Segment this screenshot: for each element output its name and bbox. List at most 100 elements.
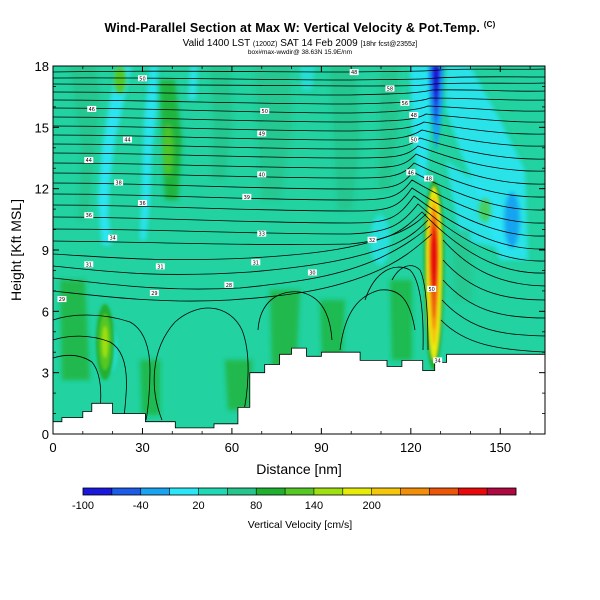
colorbar-swatch xyxy=(169,488,199,495)
contour-label-bg xyxy=(87,105,97,112)
contour-labels: 29 29 28 31 31 31 30 32 34 33 36 36 39 38 44 40 46 48 44 49… xyxy=(57,69,443,364)
y-tick-label: 15 xyxy=(35,120,49,135)
contour-label: 34 xyxy=(109,236,115,242)
y-tick-label: 12 xyxy=(35,182,49,197)
updraft-band xyxy=(225,360,252,410)
isentrope xyxy=(53,137,545,160)
downdraft-band xyxy=(98,66,132,245)
updraft-band xyxy=(320,300,345,360)
contour-label: 48 xyxy=(426,176,432,182)
y-tick-label: 3 xyxy=(42,366,49,381)
isentrope xyxy=(53,354,102,411)
colorbar-swatch xyxy=(429,488,459,495)
isentrope xyxy=(53,171,545,211)
contour-label: 31 xyxy=(86,262,92,268)
isentrope xyxy=(442,279,545,319)
colorbar-swatch xyxy=(140,488,170,495)
contour-label-bg xyxy=(257,130,267,137)
contour-label-bg xyxy=(307,269,317,276)
contour-label: 39 xyxy=(244,195,250,201)
isentrope xyxy=(53,89,545,96)
x-tick-label: 120 xyxy=(400,440,422,455)
updraft-band xyxy=(255,66,292,200)
y-axis-label: Height [Kft MSL] xyxy=(8,199,24,301)
x-tick-label: 90 xyxy=(314,440,328,455)
downdraft-core xyxy=(428,66,444,150)
contour-label-bg xyxy=(367,236,377,243)
contour-label: 36 xyxy=(86,213,92,219)
valid-time-date: SAT 14 Feb 2009 xyxy=(280,38,358,49)
valid-time-utc: (1200Z) xyxy=(252,41,278,48)
downdraft-band xyxy=(446,160,510,250)
contour-label-bg xyxy=(155,263,165,270)
contour-label-bg xyxy=(137,199,147,206)
contour-label-bg xyxy=(123,136,133,143)
updraft-band xyxy=(60,280,90,380)
colorbar-swatch xyxy=(83,488,113,495)
contour-label-bg xyxy=(57,296,67,303)
isentrope xyxy=(53,145,545,172)
isentrope xyxy=(53,187,545,237)
contour-label-bg xyxy=(114,179,124,186)
contour-label: 30 xyxy=(309,270,315,276)
contour-label-bg xyxy=(406,169,416,176)
contour-label: 31 xyxy=(253,260,259,266)
downdraft-patch xyxy=(504,192,520,248)
isentrope xyxy=(53,129,545,147)
updraft-band xyxy=(452,230,472,300)
footnote: box#max-wwdir@ 38.63N 15.9E/nm xyxy=(247,49,353,56)
isentrope xyxy=(53,76,545,81)
colorbar-tick-label: -100 xyxy=(72,500,94,512)
contour-label: 48 xyxy=(411,113,417,119)
valid-time-line: Valid 1400 LST (1200Z) SAT 14 Feb 2009 [… xyxy=(0,38,600,49)
chart-title: Wind-Parallel Section at Max W: Vertical… xyxy=(0,20,600,35)
colorbar-swatch xyxy=(198,488,228,495)
colorbar-swatch xyxy=(227,488,257,495)
colorbar-swatch xyxy=(313,488,344,495)
y-tick-label: 0 xyxy=(42,427,49,442)
contour-label-bg xyxy=(257,171,267,178)
isentrope xyxy=(53,203,545,262)
contour-label-bg xyxy=(433,357,443,364)
colorbar-swatch xyxy=(487,488,517,495)
isentrope xyxy=(53,219,429,275)
contour-label: 48 xyxy=(351,70,357,76)
contour-label: 29 xyxy=(151,291,157,297)
isentrope xyxy=(440,319,545,353)
contour-label-bg xyxy=(84,261,94,268)
colorbar-frame xyxy=(82,487,517,496)
contour-label-bg xyxy=(224,281,234,288)
isentrope xyxy=(441,299,545,337)
contour-label: 50 xyxy=(139,76,145,82)
contour-label-bg xyxy=(242,193,252,200)
contour-label: 44 xyxy=(86,158,92,164)
contour-label-bg xyxy=(257,230,267,237)
contour-label: 58 xyxy=(387,86,393,92)
updraft-patch xyxy=(163,124,173,176)
colorbar-swatch xyxy=(111,488,142,495)
colorbar-label: Vertical Velocity [cm/s] xyxy=(248,519,353,531)
contour-label-bg xyxy=(251,259,261,266)
isentrope xyxy=(53,121,545,135)
contour-label: 38 xyxy=(115,181,121,187)
isentrope xyxy=(53,68,545,73)
isentrope xyxy=(53,179,545,224)
downdraft-band xyxy=(410,66,432,180)
isentrope xyxy=(53,105,545,114)
updraft-patch xyxy=(479,198,491,222)
valid-time-main: Valid 1400 LST xyxy=(182,38,251,49)
colorbar-tick-label: 200 xyxy=(362,500,380,512)
contour-label: 40 xyxy=(259,172,265,178)
contour-label: 31 xyxy=(157,264,163,270)
x-tick-label: 0 xyxy=(49,440,56,455)
y-tick-label: 6 xyxy=(42,304,49,319)
y-tick-label: 18 xyxy=(35,59,49,74)
downdraft-shading xyxy=(98,66,528,372)
contour-label-bg xyxy=(385,85,395,92)
terrain-fill xyxy=(53,347,545,434)
contour-label: 33 xyxy=(259,232,265,238)
colorbar-swatch xyxy=(285,488,315,495)
contour-label-bg xyxy=(84,157,94,164)
